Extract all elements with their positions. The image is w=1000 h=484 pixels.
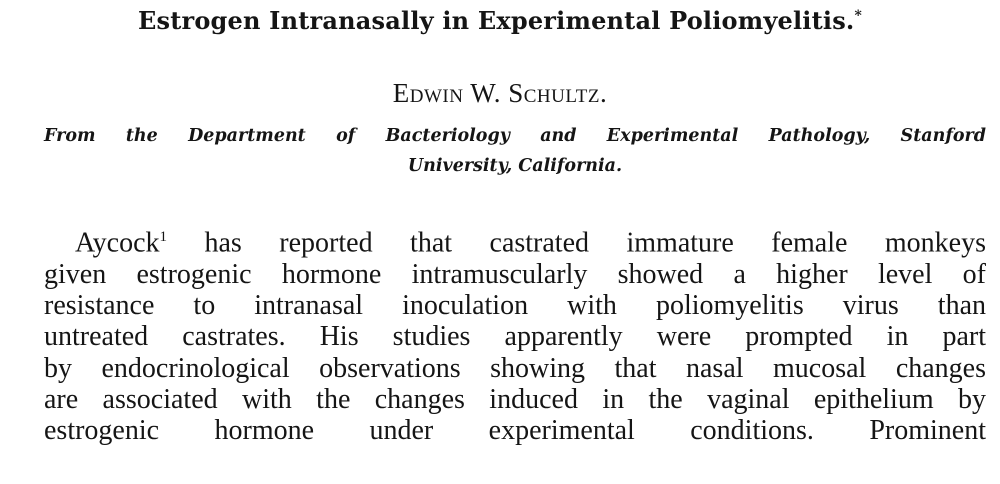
body-line: estrogenic hormone under experimental co…: [44, 415, 986, 447]
affiliation: From the Department of Bacteriology and …: [44, 121, 986, 181]
footnote-mark: *: [854, 8, 862, 24]
body-paragraph: Aycock1 has reported that castrated imma…: [44, 222, 986, 446]
body-line-text: has reported that castrated immature fem…: [167, 227, 986, 259]
body-line: Aycock1 has reported that castrated imma…: [44, 222, 986, 259]
title-text: Estrogen Intranasally in Experimental Po…: [137, 6, 855, 35]
body-line: untreated castrates. His studies apparen…: [44, 321, 986, 353]
reference-mark: 1: [159, 229, 168, 245]
author-name: Edwin W. Schultz.: [392, 78, 608, 108]
body-line: given estrogenic hormone intramuscularly…: [44, 258, 986, 290]
article-title: Estrogen Intranasally in Experimental Po…: [0, 6, 1000, 35]
body-line: resistance to intranasal inoculation wit…: [44, 289, 986, 321]
first-word: Aycock: [75, 227, 160, 259]
affiliation-line-2: University, California.: [407, 156, 623, 176]
affiliation-line-1: From the Department of Bacteriology and …: [44, 126, 986, 146]
body-line: are associated with the changes induced …: [44, 383, 986, 415]
body-line: by endocrinological observations showing…: [44, 352, 986, 384]
